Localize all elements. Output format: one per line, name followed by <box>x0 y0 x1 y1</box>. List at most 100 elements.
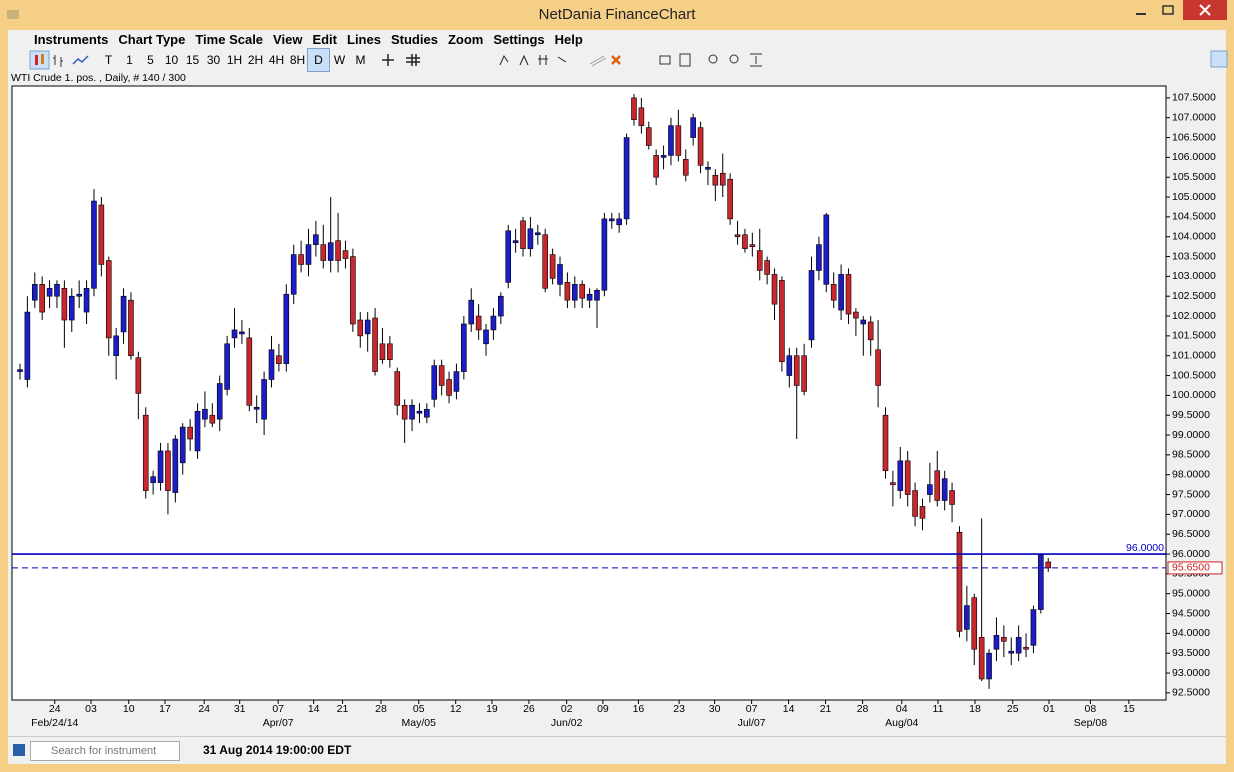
candle-body <box>320 244 327 261</box>
period-button[interactable]: 4H <box>268 53 285 67</box>
candle-body <box>779 280 785 362</box>
x-tick-label: 23 <box>673 703 685 715</box>
candle-body <box>897 460 904 491</box>
period-button[interactable]: 5 <box>147 53 154 67</box>
menu-item[interactable]: Zoom <box>447 32 484 47</box>
candle-body <box>305 244 312 265</box>
x-month-label: Sep/08 <box>1074 717 1107 729</box>
period-button[interactable]: 15 <box>185 53 200 67</box>
menu-item[interactable]: Help <box>554 32 583 47</box>
period-button[interactable]: 1 <box>126 53 133 67</box>
period-button[interactable]: 10 <box>164 53 179 67</box>
menu-item[interactable]: Time Scale <box>195 32 264 47</box>
x-tick-label: 19 <box>486 703 498 715</box>
x-tick-label: 14 <box>308 703 320 715</box>
period-button[interactable]: M <box>355 53 366 67</box>
period-button[interactable]: 30 <box>206 53 221 67</box>
candle-body <box>142 414 149 491</box>
candle-body <box>949 490 955 505</box>
candle-body <box>786 355 793 376</box>
print-button[interactable] <box>659 55 671 65</box>
menu-item[interactable]: Chart Type <box>118 32 186 47</box>
zoom-in[interactable] <box>708 54 718 64</box>
menu-item[interactable]: Lines <box>347 32 381 47</box>
y-tick-label: 102.5000 <box>1172 290 1216 302</box>
period-button[interactable]: W <box>333 53 346 67</box>
candle-body <box>172 438 179 493</box>
search-box[interactable]: Search for instrument <box>30 741 180 761</box>
candle-body <box>535 232 541 236</box>
candle-body <box>1015 637 1022 654</box>
preview-button[interactable] <box>679 53 691 67</box>
x-tick-label: 08 <box>1085 703 1097 715</box>
x-tick-label: 21 <box>337 703 349 715</box>
candle-body <box>431 365 438 400</box>
x-tick-label: 25 <box>1007 703 1019 715</box>
period-button[interactable]: 1H <box>226 53 243 67</box>
y-tick-label: 94.0000 <box>1172 627 1210 639</box>
candle-body <box>653 155 659 178</box>
candle-body <box>68 295 75 321</box>
draw-tool[interactable] <box>589 55 607 67</box>
window-title: NetDania FinanceChart <box>538 6 696 23</box>
candle-body <box>1038 554 1044 610</box>
period-button[interactable]: T <box>104 53 113 67</box>
bar-button[interactable] <box>53 55 63 67</box>
candle-body <box>697 127 704 166</box>
zoom-fit[interactable] <box>750 53 762 67</box>
x-tick-label: 12 <box>450 703 462 715</box>
candle-body <box>919 506 926 519</box>
menu-item[interactable]: Studies <box>390 32 438 47</box>
line-button[interactable] <box>72 55 89 65</box>
x-tick-label: 30 <box>709 703 721 715</box>
candle-body <box>971 597 978 650</box>
candle-body <box>290 254 297 295</box>
menu-item[interactable]: Edit <box>312 32 337 47</box>
candle-body <box>46 287 53 297</box>
candle-body <box>734 234 741 238</box>
candle-body <box>571 284 578 301</box>
period-button[interactable]: 8H <box>289 53 306 67</box>
y-tick-label: 105.5000 <box>1172 171 1216 183</box>
candle-button[interactable] <box>29 50 50 70</box>
delete-tool[interactable] <box>611 55 621 65</box>
candle-body <box>91 200 97 289</box>
candle-body <box>313 234 319 245</box>
menu-item[interactable]: Instruments <box>34 32 109 47</box>
candle-body <box>128 299 134 357</box>
line-tools[interactable] <box>499 54 567 66</box>
candle-body <box>660 155 667 158</box>
price-label-box <box>1167 561 1223 575</box>
candle-body <box>675 125 682 156</box>
menu-item[interactable]: Settings <box>493 32 545 47</box>
candle-body <box>1001 637 1007 642</box>
candle-body <box>202 408 208 420</box>
menu-item[interactable]: View <box>273 32 303 47</box>
candle-body <box>927 484 933 495</box>
menu-bar: Instruments Chart Type Time Scale View Edit L… <box>34 31 593 49</box>
y-tick-label: 98.5000 <box>1172 449 1210 461</box>
candle-body <box>461 323 467 372</box>
candle-body <box>239 331 245 335</box>
candle-body <box>54 284 60 297</box>
pin-button[interactable] <box>1210 50 1228 68</box>
candle-body <box>401 404 408 420</box>
status-datetime: 31 Aug 2014 19:00:00 EDT <box>203 743 352 757</box>
candle-body <box>986 652 992 680</box>
period-button[interactable]: 2H <box>247 53 264 67</box>
candle-body <box>231 329 238 339</box>
candle-body <box>756 250 763 271</box>
candle-body <box>261 379 267 420</box>
period-button[interactable]: D <box>307 48 330 72</box>
zoom-out[interactable] <box>729 54 739 64</box>
y-tick-label: 94.5000 <box>1172 607 1210 619</box>
candle-body <box>690 117 696 138</box>
tool-icons[interactable] <box>382 54 420 66</box>
x-tick-label: 17 <box>159 703 171 715</box>
candle-body <box>853 311 859 319</box>
candle-body <box>638 107 645 126</box>
y-tick-label: 99.5000 <box>1172 409 1210 421</box>
x-tick-label: 14 <box>783 703 795 715</box>
x-tick-label: 03 <box>85 703 97 715</box>
candle-body <box>364 319 371 335</box>
